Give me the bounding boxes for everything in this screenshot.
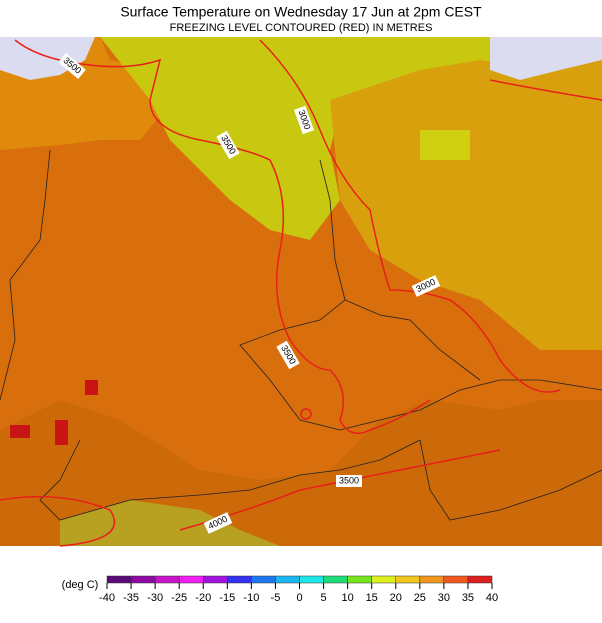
color-swatch [203,575,228,584]
hot-spot [10,380,98,445]
tick-label: -40 [99,592,115,604]
color-swatch [130,575,156,584]
subtitle: FREEZING LEVEL CONTOURED (RED) IN METRES [170,22,433,34]
borders [0,149,602,521]
color-swatch [251,575,276,584]
tick-label: -20 [195,592,211,604]
tick-label: 30 [438,592,450,604]
tick-label: -15 [219,592,235,604]
tick-label: -25 [171,592,187,604]
tick-label: 25 [414,592,426,604]
contour-label-box [203,512,233,534]
sea [0,37,95,80]
tick-label: 20 [390,592,402,604]
color-swatch [419,575,445,584]
color-swatch [347,575,372,584]
title: Surface Temperature on Wednesday 17 Jun … [120,4,482,20]
color-swatch [154,575,180,584]
region [420,130,470,160]
contour-label-text: 3500 [339,475,359,485]
legend-label: (deg C) [62,579,99,591]
color-swatch [106,575,132,584]
tick-label: -10 [243,592,259,604]
contour-label: 3000 [293,105,315,135]
color-swatch [227,575,252,584]
color-swatch [467,575,493,584]
region [60,500,280,546]
tick-label: 40 [486,592,498,604]
contour-label-box [216,130,240,160]
tick-label: -5 [271,592,281,604]
contour-label-box [276,340,300,370]
contour-label: 3500 [336,475,362,487]
color-swatch [178,575,204,584]
tick-label: -30 [147,592,163,604]
region [330,60,602,350]
tick-label: 35 [462,592,474,604]
contour-label-box [293,105,315,135]
color-swatch [443,575,469,584]
tick-label: -35 [123,592,139,604]
contour-label-box [336,475,362,487]
contour-label-box [58,53,86,79]
colorbar: -40 -35 -30 -25 -20 -15 -10 -5 0 5 10 15 20 25 30 35 40 [99,575,498,604]
color-swatch [323,575,348,584]
color-swatch [395,575,421,584]
region [100,37,540,240]
tick-label: 5 [321,592,327,604]
color-swatch [275,575,300,584]
tick-label: 15 [366,592,378,604]
color-swatch [299,575,324,584]
sea [490,37,602,80]
tick-label: 0 [296,592,302,604]
tick-label: 10 [342,592,354,604]
contour-label-box [411,275,441,297]
color-swatch [371,575,396,584]
